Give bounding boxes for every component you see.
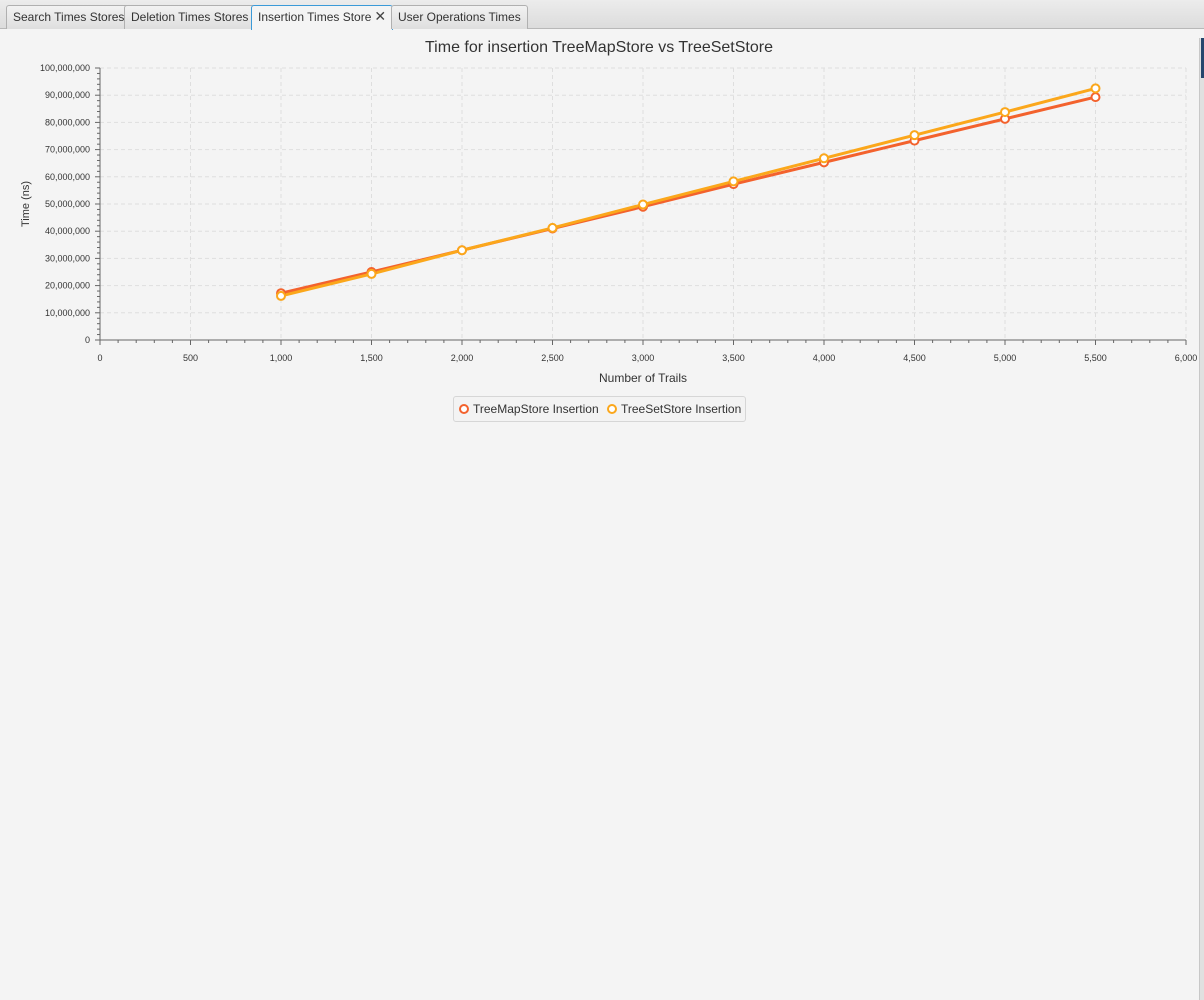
axes: 0 500 1,000 1,500 2,000 2,500 3,000 3,500 4,000 4… [40, 63, 1197, 363]
y-axis-label: Time (ns) [20, 181, 32, 227]
data-point [1090, 92, 1101, 103]
data-point [276, 290, 286, 301]
x-tick-label: 0 [97, 353, 102, 363]
tab-deletion-times-stores[interactable]: Deletion Times Stores [124, 5, 256, 29]
y-tick-label: 30,000,000 [45, 253, 90, 263]
legend-item-treesetstore: TreeSetStore Insertion [606, 397, 742, 421]
y-tick-label: 50,000,000 [45, 199, 90, 209]
y-tick-label: 0 [85, 335, 90, 345]
y-tick-label: 100,000,000 [40, 63, 90, 73]
series-line-2 [280, 86, 1096, 298]
y-tick-label: 40,000,000 [45, 226, 90, 236]
window-edge-marker [1201, 38, 1204, 78]
legend-label: TreeSetStore Insertion [620, 402, 742, 416]
y-tick-label: 20,000,000 [45, 281, 90, 291]
tab-user-operations-times[interactable]: User Operations Times [391, 5, 528, 29]
data-point [909, 130, 920, 141]
series [276, 83, 1101, 301]
data-point [638, 199, 648, 210]
data-point [1000, 107, 1010, 118]
tab-bar: Search Times Stores Deletion Times Store… [0, 0, 1204, 30]
x-tick-label: 3,000 [632, 353, 655, 363]
close-icon[interactable]: ✕ [374, 8, 387, 24]
y-tick-label: 60,000,000 [45, 172, 90, 182]
data-point [728, 176, 739, 187]
chart-legend: TreeMapStore Insertion TreeSetStore Inse… [453, 396, 746, 422]
legend-symbol-icon [459, 404, 469, 414]
line-chart: 0 500 1,000 1,500 2,000 2,500 3,000 3,500 4,000 4… [20, 39, 1197, 385]
y-tick-label: 10,000,000 [45, 308, 90, 318]
x-tick-label: 3,500 [722, 353, 745, 363]
data-point [547, 222, 558, 233]
tab-search-times-stores[interactable]: Search Times Stores [6, 5, 132, 29]
tab-label: Insertion Times Store [258, 10, 372, 24]
x-tick-label: 1,000 [270, 353, 293, 363]
x-tick-label: 2,000 [451, 353, 474, 363]
tab-label: User Operations Times [398, 10, 521, 24]
legend-label: TreeMapStore Insertion [473, 402, 599, 416]
x-tick-label: 4,000 [813, 353, 836, 363]
x-tick-label: 5,500 [1084, 353, 1107, 363]
legend-item-treemapstore: TreeMapStore Insertion [459, 397, 599, 421]
window-edge [1199, 38, 1204, 1000]
x-tick-label: 1,500 [360, 353, 383, 363]
data-point [366, 268, 377, 279]
x-tick-label: 6,000 [1175, 353, 1198, 363]
y-tick-label: 80,000,000 [45, 117, 90, 127]
tab-label: Deletion Times Stores [131, 10, 249, 24]
tab-insertion-times-store[interactable]: Insertion Times Store ✕ [251, 5, 394, 30]
data-point [819, 153, 829, 164]
chart-title: Time for insertion TreeMapStore vs TreeS… [425, 39, 773, 56]
x-tick-label: 5,000 [994, 353, 1017, 363]
tab-label: Search Times Stores [13, 10, 125, 24]
x-tick-label: 4,500 [903, 353, 926, 363]
data-point [457, 245, 467, 256]
x-tick-label: 2,500 [541, 353, 564, 363]
y-tick-label: 90,000,000 [45, 90, 90, 100]
x-axis-label: Number of Trails [599, 371, 687, 385]
y-tick-label: 70,000,000 [45, 145, 90, 155]
legend-symbol-icon [606, 404, 617, 414]
x-tick-label: 500 [183, 353, 198, 363]
data-point [1090, 83, 1101, 94]
